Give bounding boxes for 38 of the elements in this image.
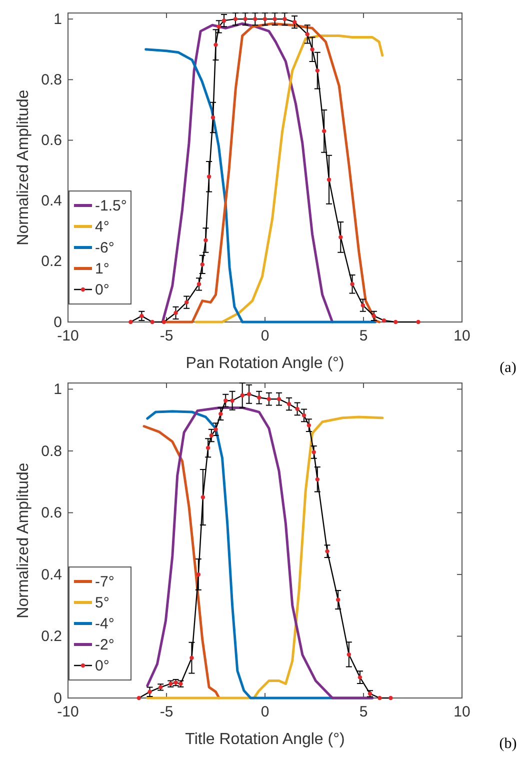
y-tick-label: 0.4 — [41, 566, 62, 584]
legend-label: -6° — [95, 240, 114, 256]
y-tick-label: 0.2 — [41, 628, 62, 646]
legend-label: 0° — [95, 658, 110, 674]
x-tick-label: -5 — [160, 704, 174, 721]
y-tick-label: 0.6 — [41, 504, 62, 522]
x-tick-label: 0 — [260, 328, 270, 345]
legend-label: 4° — [95, 218, 110, 236]
legend-label: -4° — [95, 616, 114, 632]
y-tick-label: 1 — [54, 380, 62, 398]
line-series — [144, 48, 377, 324]
y-axis-title: Normalized Amplitude — [15, 90, 32, 246]
x-axis-title: Title Rotation Angle (°) — [185, 731, 345, 748]
line-series — [142, 424, 220, 700]
line-series — [161, 22, 334, 324]
y-axis-title: Normalized Amplitude — [15, 462, 32, 618]
y-tick-label: 1 — [54, 10, 62, 28]
legend-label: 0° — [95, 282, 110, 298]
legend-label: -7° — [95, 574, 114, 590]
x-tick-label: 5 — [359, 704, 368, 721]
y-tick-label: 0.8 — [41, 442, 62, 460]
y-tick-label: 0.2 — [41, 253, 62, 270]
x-tick-label: 0 — [260, 704, 270, 721]
y-tick-label: 0.6 — [41, 132, 62, 150]
y-tick-label: 0.8 — [41, 71, 62, 88]
x-tick-label: 10 — [454, 704, 470, 721]
text: (a) — [500, 360, 516, 376]
x-axis-title: Pan Rotation Angle (°) — [186, 355, 344, 372]
text: (b) — [499, 736, 517, 752]
legend-label: 1° — [95, 260, 110, 278]
x-tick-label: -5 — [160, 328, 174, 345]
legend-label: -2° — [95, 636, 114, 654]
legend-label: -1.5° — [95, 198, 127, 214]
y-tick-label: 0.4 — [41, 192, 62, 210]
legend-label: 5° — [95, 594, 110, 612]
x-tick-label: 5 — [359, 328, 368, 345]
line-series — [194, 34, 384, 324]
x-tick-label: 10 — [454, 328, 470, 345]
